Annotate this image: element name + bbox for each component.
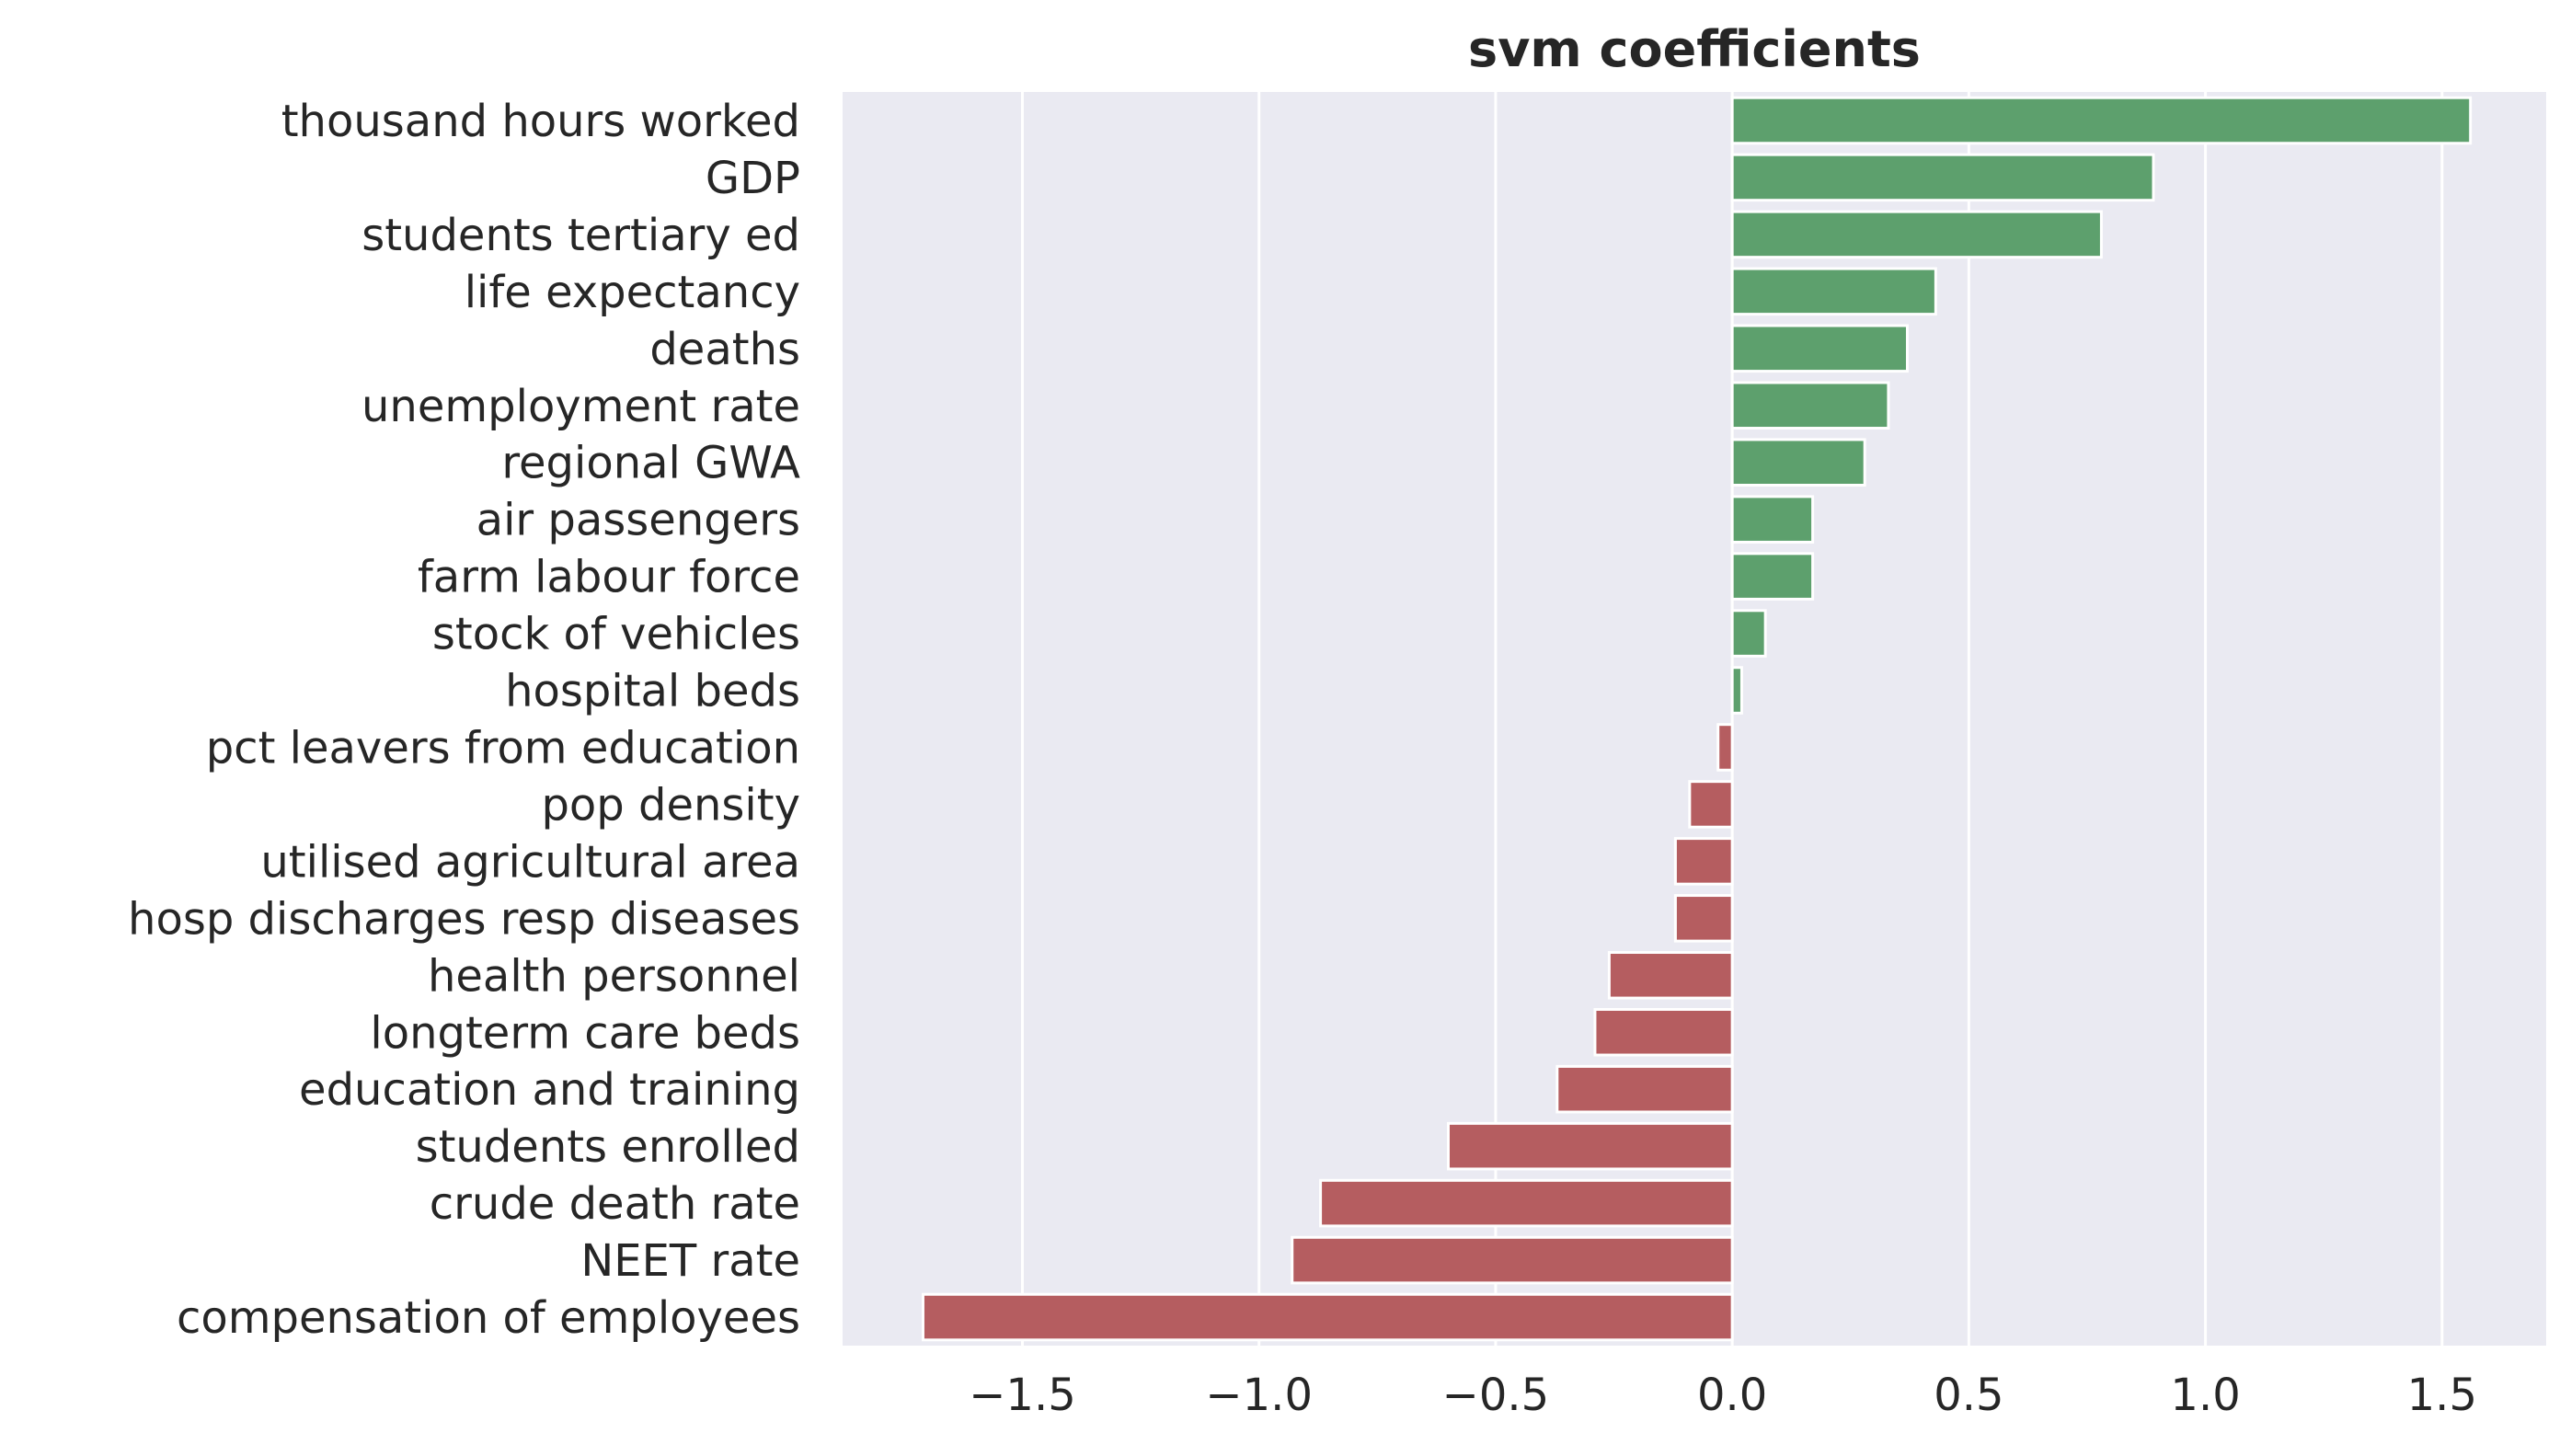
x-tick-label: 0.5 — [1934, 1370, 2003, 1421]
chart-title: svm coefficients — [1468, 20, 1921, 78]
bar-3 — [1730, 267, 1937, 316]
bar-8 — [1730, 552, 1815, 601]
category-label: hosp discharges resp diseases — [128, 893, 800, 945]
bars — [921, 96, 2473, 1342]
bar-12 — [1688, 780, 1734, 829]
bar-6 — [1730, 438, 1866, 487]
category-label: GDP — [706, 153, 800, 204]
bar-11 — [1716, 723, 1734, 772]
x-tick-label: −0.5 — [1442, 1370, 1550, 1421]
bar-13 — [1673, 837, 1734, 886]
category-label: NEET rate — [580, 1235, 800, 1287]
bar-10 — [1730, 666, 1743, 715]
category-label: students tertiary ed — [362, 210, 800, 261]
bar-18 — [1446, 1121, 1734, 1171]
x-tick-label: −1.0 — [1205, 1370, 1313, 1421]
bar-2 — [1730, 210, 2103, 259]
x-tick-label: 1.5 — [2407, 1370, 2477, 1421]
category-label: pct leavers from education — [206, 722, 800, 774]
x-tick-label: −1.5 — [969, 1370, 1076, 1421]
category-label: compensation of employees — [177, 1292, 800, 1344]
category-label: hospital beds — [505, 666, 800, 717]
bar-15 — [1607, 951, 1734, 1000]
bar-21 — [921, 1292, 1734, 1342]
category-label: deaths — [649, 324, 800, 375]
category-label: health personnel — [428, 950, 800, 1002]
category-label: unemployment rate — [362, 381, 800, 432]
category-label: stock of vehicles — [432, 609, 800, 660]
category-label: thousand hours worked — [281, 96, 800, 147]
x-tick-label: 1.0 — [2170, 1370, 2240, 1421]
category-label: air passengers — [476, 495, 800, 546]
bar-1 — [1730, 153, 2155, 202]
category-labels: thousand hours worked GDP students tertiar… — [128, 96, 800, 1344]
bar-9 — [1730, 609, 1767, 658]
category-label: students enrolled — [416, 1121, 800, 1173]
category-label: education and training — [299, 1064, 800, 1116]
x-tick-label: 0.0 — [1697, 1370, 1767, 1421]
bar-19 — [1319, 1178, 1734, 1228]
bar-5 — [1730, 381, 1890, 430]
category-label: life expectancy — [465, 267, 800, 318]
category-label: regional GWA — [501, 438, 800, 489]
bar-16 — [1593, 1007, 1734, 1057]
bar-14 — [1673, 894, 1734, 943]
bar-7 — [1730, 495, 1815, 544]
bar-20 — [1291, 1235, 1734, 1285]
category-label: longterm care beds — [370, 1007, 800, 1059]
bar-4 — [1730, 324, 1909, 373]
x-axis-ticks: −1.5 −1.0 −0.5 0.0 0.5 1.0 1.5 — [969, 1370, 2477, 1421]
category-label: crude death rate — [430, 1178, 800, 1230]
category-label: farm labour force — [418, 552, 800, 603]
bar-17 — [1555, 1064, 1734, 1114]
category-label: pop density — [541, 779, 800, 831]
category-label: utilised agricultural area — [260, 836, 800, 888]
bar-0 — [1730, 96, 2473, 145]
